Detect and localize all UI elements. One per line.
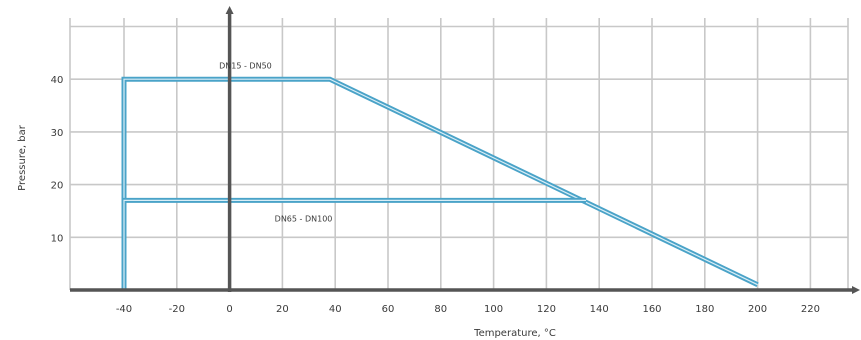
series-label-2: DN65 - DN100	[275, 214, 333, 223]
y-axis-arrow	[225, 6, 234, 14]
x-tick-label: 220	[801, 304, 820, 315]
y-tick-label: 40	[51, 75, 64, 86]
series-line-1-highlight	[123, 78, 758, 290]
y-tick-label: 10	[51, 233, 64, 244]
y-tick-label: 30	[51, 128, 64, 139]
x-tick-label: 140	[590, 304, 609, 315]
x-axis-arrow	[852, 286, 860, 294]
x-tick-label: 60	[382, 304, 395, 315]
x-axis-title: Temperature, °C	[473, 328, 556, 339]
y-tick-label: 20	[51, 181, 64, 192]
x-tick-label: 0	[226, 304, 232, 315]
x-tick-label: 100	[484, 304, 503, 315]
x-tick-label: 160	[642, 304, 661, 315]
series-label-1: DN15 - DN50	[219, 62, 272, 71]
plot-area	[70, 18, 848, 290]
x-tick-label: 200	[748, 304, 767, 315]
x-tick-label: 20	[276, 304, 289, 315]
y-axis-title: Pressure, bar	[17, 124, 28, 191]
x-tick-label: 180	[695, 304, 714, 315]
x-tick-label: 120	[537, 304, 556, 315]
series-line-2-highlight	[123, 199, 586, 290]
x-tick-label: 40	[329, 304, 342, 315]
x-tick-label: 80	[434, 304, 447, 315]
x-tick-label: -40	[116, 304, 132, 315]
x-tick-label: -20	[169, 304, 185, 315]
